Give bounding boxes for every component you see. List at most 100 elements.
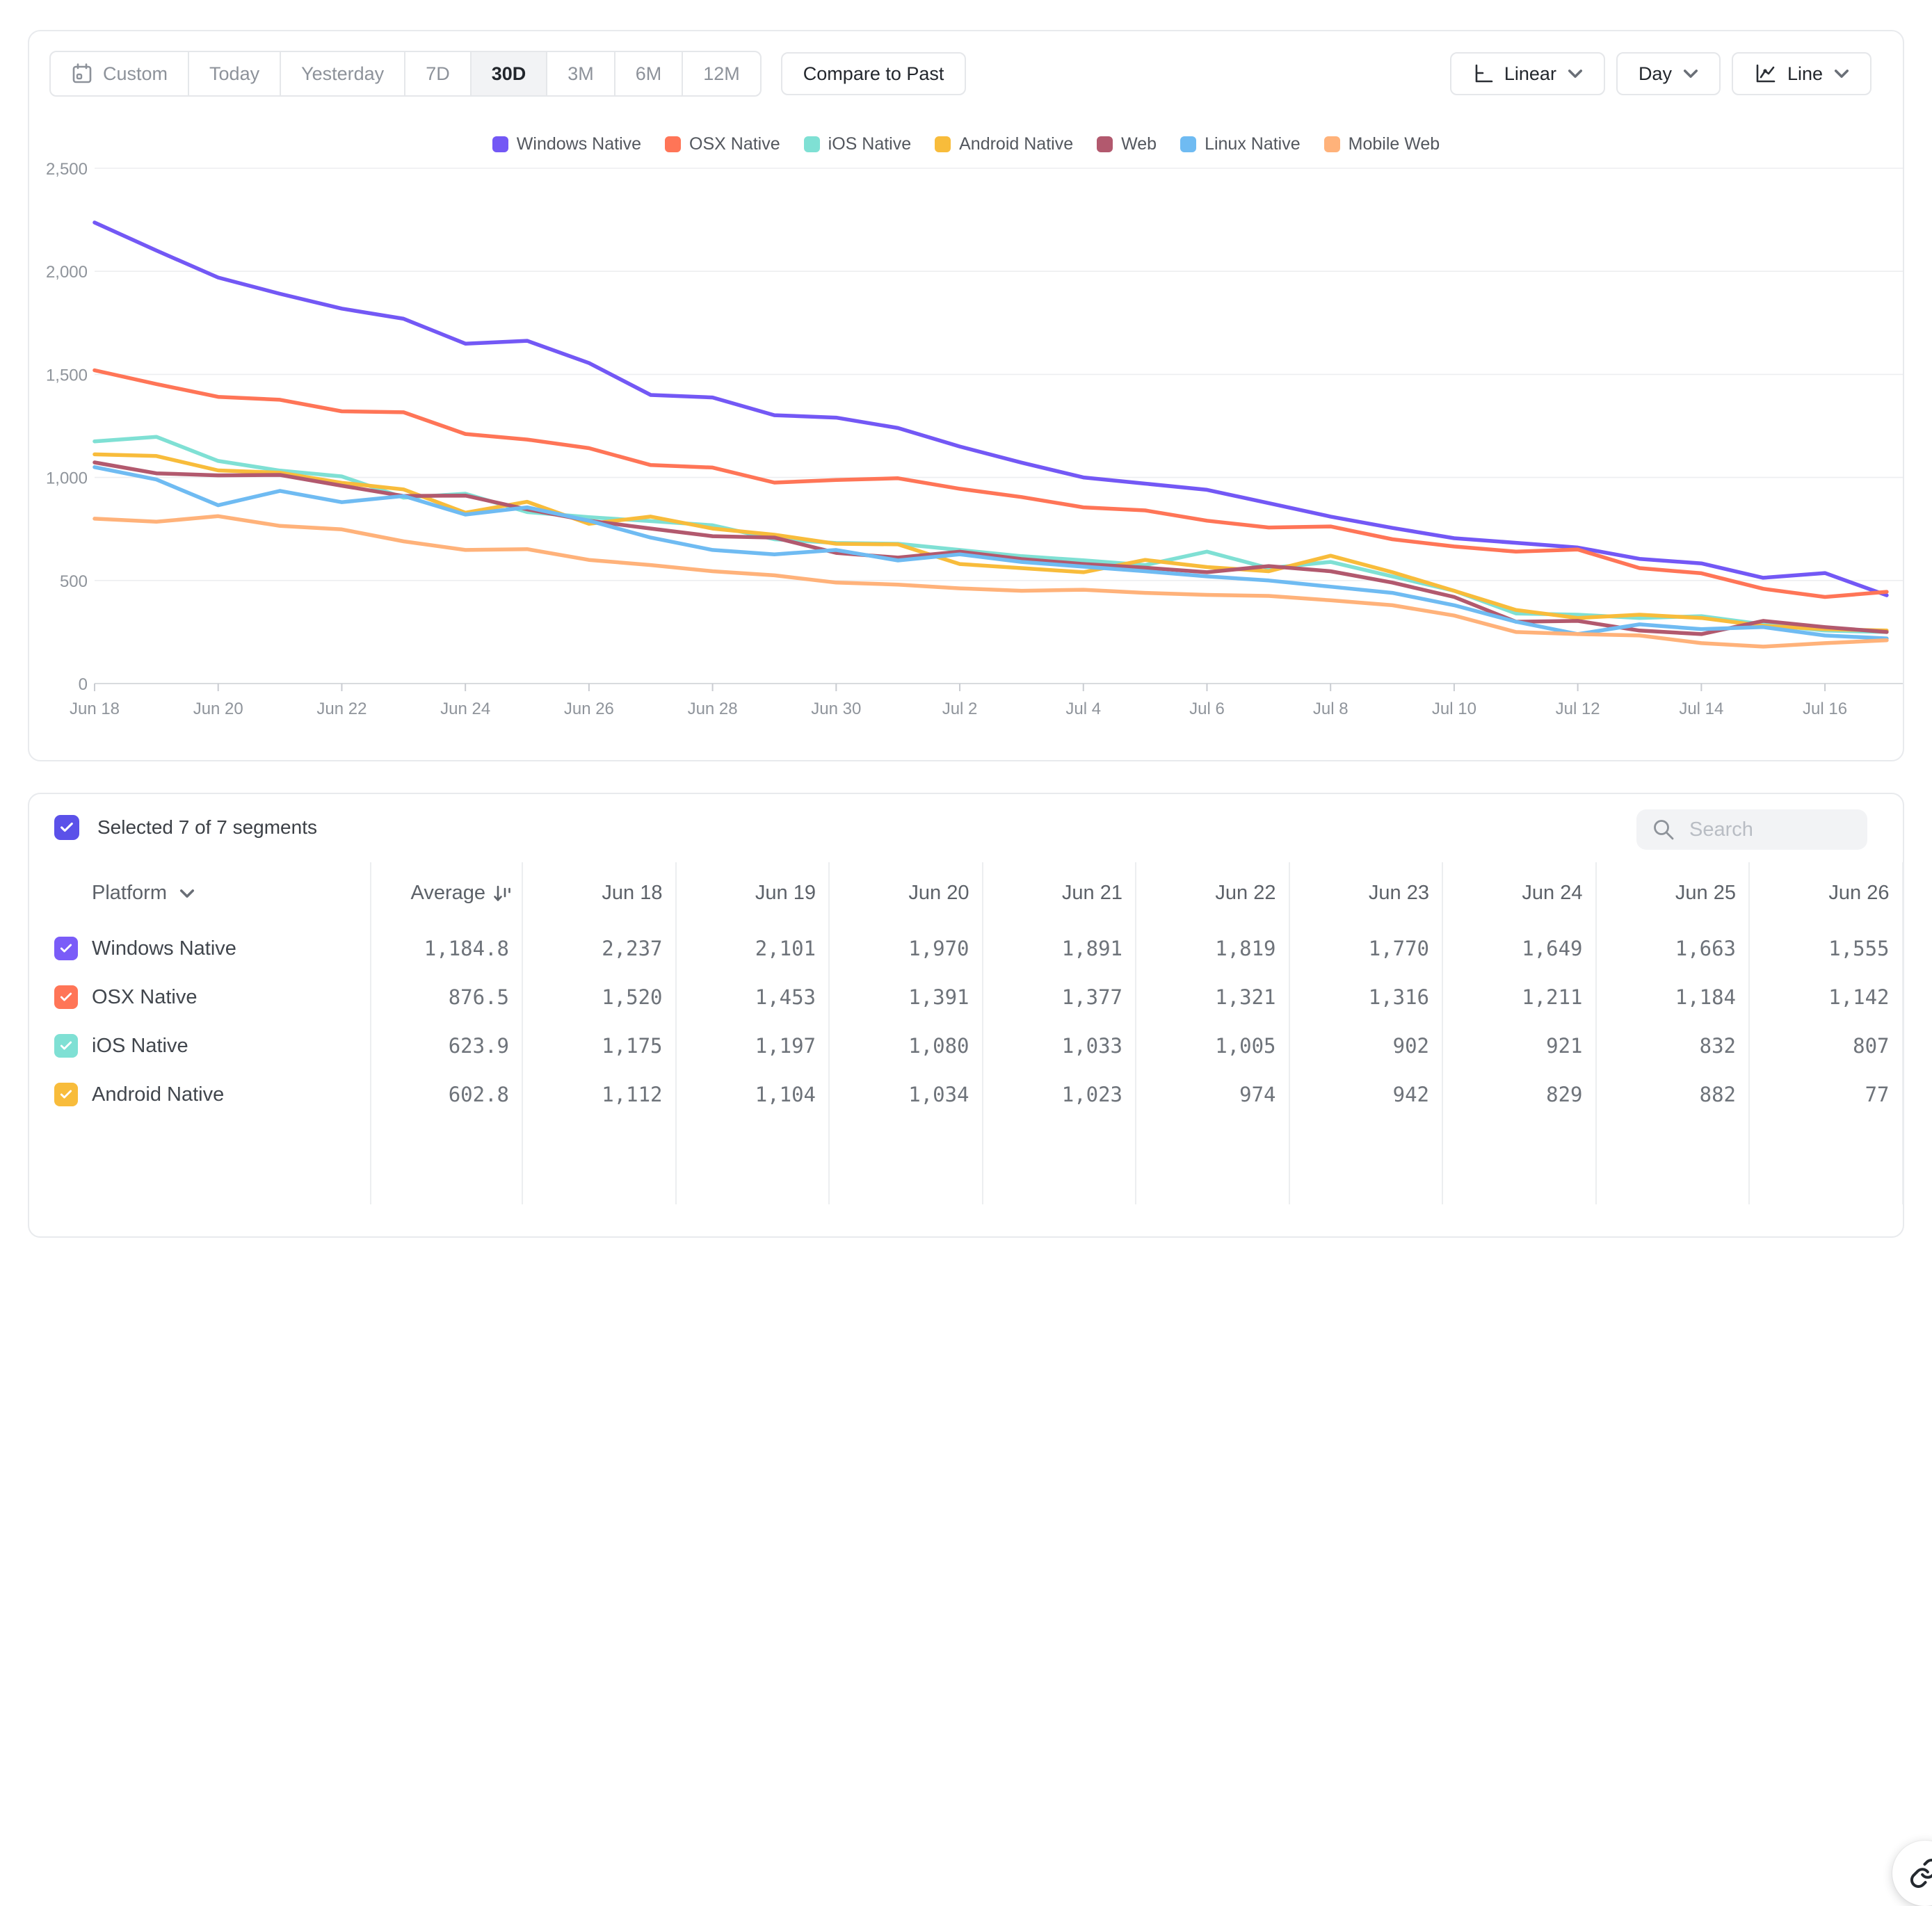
cell-value: 1,520 — [602, 985, 663, 1009]
cell-value: 1,970 — [908, 937, 969, 960]
x-axis-label: Jul 16 — [1803, 700, 1847, 718]
y-axis-label: 1,500 — [46, 366, 88, 385]
checkmark-icon — [60, 992, 72, 1001]
checkmark-icon — [60, 1041, 72, 1050]
series-line-android-native[interactable] — [92, 452, 1889, 633]
cell-value: 1,770 — [1368, 937, 1429, 960]
series-line-web[interactable] — [92, 460, 1889, 636]
x-axis-label: Jun 22 — [316, 700, 367, 718]
interval-dropdown-label: Day — [1638, 63, 1672, 84]
legend-swatch — [1180, 136, 1197, 152]
column-header-jun-18[interactable]: Jun 18 — [602, 882, 663, 904]
calendar-icon — [72, 63, 92, 83]
series-line-mobile-web[interactable] — [92, 514, 1889, 649]
range-tab-3m[interactable]: 3M — [547, 52, 615, 95]
legend-item[interactable]: Web — [1097, 134, 1157, 154]
x-axis-label: Jul 8 — [1313, 700, 1349, 718]
cell-value: 1,891 — [1061, 937, 1122, 960]
linear-axis-icon — [1475, 64, 1493, 83]
cell-value: 1,034 — [908, 1083, 969, 1106]
y-axis-label: 500 — [60, 572, 88, 591]
chart-type-dropdown-label: Line — [1787, 63, 1823, 84]
column-header-jun-25[interactable]: Jun 25 — [1675, 882, 1736, 904]
cell-value: 1,391 — [908, 985, 969, 1009]
legend-item[interactable]: Windows Native — [492, 134, 641, 154]
range-tab-custom[interactable]: Custom — [51, 52, 190, 95]
y-axis-label: 1,000 — [46, 469, 88, 488]
cell-value: 1,005 — [1215, 1034, 1276, 1058]
column-header-jun-23[interactable]: Jun 23 — [1368, 882, 1429, 904]
column-header-jun-20[interactable]: Jun 20 — [908, 882, 969, 904]
compare-to-past-button[interactable]: Compare to Past — [780, 52, 967, 95]
segment-checkbox[interactable] — [54, 1034, 78, 1058]
compare-to-past-label: Compare to Past — [803, 63, 944, 84]
chart-type-dropdown[interactable]: Line — [1731, 52, 1871, 95]
range-tab-today[interactable]: Today — [189, 52, 282, 95]
search-box[interactable] — [1636, 809, 1867, 850]
legend-swatch — [935, 136, 951, 152]
segments-table: Platform Average Jun 18 Jun 19 Jun 20 Jun 2… — [29, 862, 1903, 1119]
x-axis-label: Jul 6 — [1189, 700, 1225, 718]
legend-item[interactable]: OSX Native — [665, 134, 780, 154]
cell-value: 1,023 — [1061, 1083, 1122, 1106]
segment-checkbox[interactable] — [54, 985, 78, 1009]
legend-item[interactable]: Mobile Web — [1323, 134, 1440, 154]
chevron-down-icon — [1834, 70, 1849, 78]
segment-name: OSX Native — [92, 985, 198, 1008]
line-chart[interactable]: 0 500 1,000 1,500 2,000 2,500 Jun 18 Jun 20 Jun … — [29, 31, 1908, 760]
cell-value: 1,142 — [1828, 985, 1890, 1009]
legend-item[interactable]: Android Native — [935, 134, 1073, 154]
x-axis-label: Jun 26 — [564, 700, 614, 718]
range-tab-label: Custom — [103, 63, 168, 84]
series-line-windows-native[interactable] — [92, 220, 1889, 597]
chart-legend: Windows Native OSX Native iOS Native Androi… — [29, 134, 1903, 154]
column-header-average[interactable]: Average — [370, 882, 522, 905]
column-header-jun-21[interactable]: Jun 21 — [1061, 882, 1122, 904]
cell-value: 1,819 — [1215, 937, 1276, 960]
checkmark-icon — [61, 822, 73, 832]
x-axis-label: Jul 14 — [1679, 700, 1723, 718]
column-header-jun-26[interactable]: Jun 26 — [1828, 882, 1890, 904]
column-header-jun-22[interactable]: Jun 22 — [1215, 882, 1276, 904]
y-axis-label: 2,000 — [46, 263, 88, 282]
legend-item[interactable]: Linux Native — [1180, 134, 1301, 154]
legend-item[interactable]: iOS Native — [803, 134, 911, 154]
range-tab-30d[interactable]: 30D — [471, 52, 548, 95]
series-line-osx-native[interactable] — [92, 368, 1889, 599]
cell-value: 974 — [1239, 1083, 1276, 1106]
share-link-button[interactable] — [1892, 1841, 1932, 1906]
column-header-jun-24[interactable]: Jun 24 — [1522, 882, 1583, 904]
x-axis-label: Jul 2 — [942, 700, 978, 718]
range-tab-7d[interactable]: 7D — [405, 52, 472, 95]
segments-card: Selected 7 of 7 segments Platform Averag… — [28, 793, 1932, 1906]
range-tab-label: 12M — [703, 63, 740, 84]
x-axis-label: Jul 10 — [1432, 700, 1476, 718]
cell-value: 807 — [1853, 1034, 1890, 1058]
legend-label: Android Native — [959, 134, 1074, 154]
range-tab-6m[interactable]: 6M — [615, 52, 684, 95]
cell-value: 1,175 — [602, 1034, 663, 1058]
chevron-down-icon — [1568, 70, 1582, 78]
sort-descending-icon — [494, 885, 510, 901]
cell-value: 832 — [1699, 1034, 1736, 1058]
select-all-checkbox[interactable] — [54, 815, 79, 840]
interval-dropdown[interactable]: Day — [1616, 52, 1721, 95]
cell-value: 1,104 — [755, 1083, 816, 1106]
x-axis-label: Jun 18 — [70, 700, 120, 718]
range-tab-12m[interactable]: 12M — [683, 52, 760, 95]
selected-segments-label: Selected 7 of 7 segments — [97, 816, 317, 838]
x-axis-label: Jul 4 — [1065, 700, 1101, 718]
cell-value: 1,112 — [602, 1083, 663, 1106]
segment-name: iOS Native — [92, 1034, 188, 1057]
column-header-jun-19[interactable]: Jun 19 — [755, 882, 816, 904]
segment-checkbox[interactable] — [54, 937, 78, 960]
cell-value: 1,321 — [1215, 985, 1276, 1009]
cell-value: 1,663 — [1675, 937, 1736, 960]
segment-checkbox[interactable] — [54, 1083, 78, 1106]
chart-card: Custom Today Yesterday 7D 30D 3M 6M 12M Compare… — [28, 30, 1908, 761]
cell-value: 882 — [1699, 1083, 1736, 1106]
scale-dropdown[interactable]: Linear — [1449, 52, 1605, 95]
column-header-platform[interactable]: Platform — [29, 882, 370, 905]
search-input[interactable] — [1688, 817, 1844, 842]
range-tab-yesterday[interactable]: Yesterday — [281, 52, 406, 95]
